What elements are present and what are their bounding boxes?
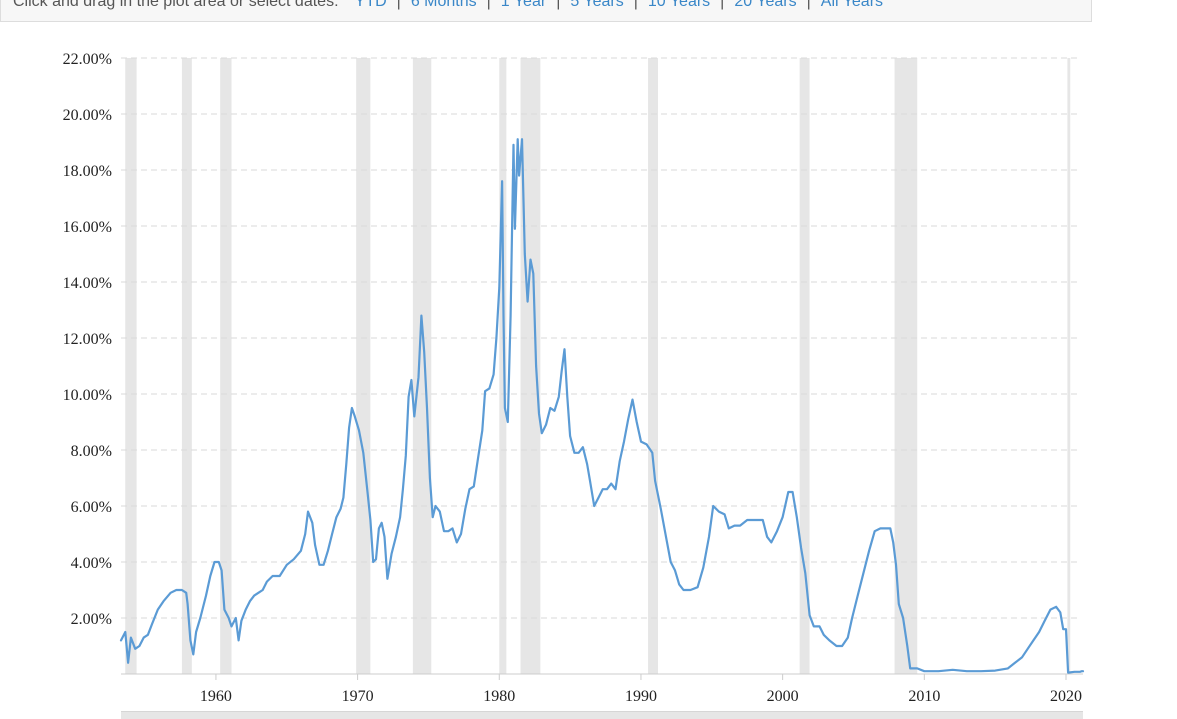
y-axis-ticks: 2.00% 4.00% 6.00% 8.00% 10.00% 12.00% 14.00% 16… [63,51,112,628]
y-tick-label: 2.00% [71,611,112,628]
y-tick-label: 4.00% [71,555,112,572]
x-tick-label: 2000 [767,688,799,705]
recession-band [1067,58,1071,674]
recession-bands [125,58,1071,674]
y-tick-label: 10.00% [63,387,112,404]
x-tick-label: 1960 [200,688,232,705]
x-tick-label: 2010 [908,688,940,705]
range-all-years-link[interactable]: All Years [820,0,884,10]
range-5-years-link[interactable]: 5 Years [570,0,624,10]
range-separator: | [396,0,401,10]
range-separator: | [720,0,725,10]
y-tick-label: 16.00% [63,219,112,236]
x-tick-label: 1980 [483,688,515,705]
y-tick-label: 14.00% [63,275,112,292]
range-1-year-link[interactable]: 1 Year [500,0,547,10]
y-tick-label: 8.00% [71,443,112,460]
recession-band [125,58,137,674]
recession-band [894,58,918,674]
range-6-months-link[interactable]: 6 Months [410,0,477,10]
series-group [119,138,1085,674]
recession-band [799,58,810,674]
recession-band [499,58,507,674]
range-separator: | [806,0,811,10]
chart-scrollbar[interactable] [121,711,1083,719]
recession-band [412,58,432,674]
x-tick-label: 1990 [625,688,657,705]
rate-series-line [119,138,1085,674]
y-tick-label: 6.00% [71,499,112,516]
x-tick-label: 2020 [1050,688,1082,705]
range-ytd-link[interactable]: YTD [354,0,387,10]
range-separator: | [633,0,638,10]
range-separator: | [486,0,491,10]
date-range-toolbar: Click and drag in the plot area or selec… [0,0,1092,22]
recession-band [356,58,371,674]
y-tick-label: 20.00% [63,107,112,124]
range-20-years-link[interactable]: 20 Years [734,0,797,10]
plot-area[interactable] [121,40,1083,676]
x-tick-label: 1970 [342,688,374,705]
y-tick-label: 22.00% [63,51,112,68]
range-10-years-link[interactable]: 10 Years [647,0,711,10]
recession-band [648,58,658,674]
recession-band [220,58,232,674]
recession-band [181,58,192,674]
x-axis-ticks: 1960 1970 1980 1990 2000 2010 2020 [200,674,1082,705]
y-tick-label: 18.00% [63,163,112,180]
date-range-prompt: Click and drag in the plot area or selec… [13,0,339,10]
range-separator: | [556,0,561,10]
y-tick-label: 12.00% [63,331,112,348]
recession-band [520,58,541,674]
